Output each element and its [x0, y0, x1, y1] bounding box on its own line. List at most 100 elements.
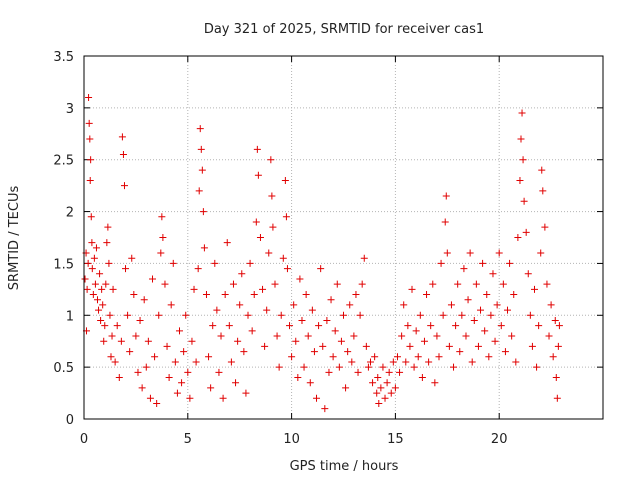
data-point: [499, 280, 507, 288]
data-point: [337, 337, 345, 345]
data-point: [88, 265, 96, 273]
data-point: [120, 182, 128, 190]
data-point: [321, 405, 329, 413]
data-point: [402, 358, 410, 366]
data-point: [132, 332, 140, 340]
data-point: [223, 239, 231, 247]
data-point: [195, 187, 203, 195]
data-point: [504, 306, 512, 314]
data-point: [196, 125, 204, 133]
data-point: [254, 171, 262, 179]
data-point: [209, 322, 217, 330]
data-point: [205, 353, 213, 361]
data-point: [182, 311, 190, 319]
data-point: [526, 311, 534, 319]
x-tick-labels: 0 5 10 15 20: [80, 432, 508, 447]
data-point: [387, 389, 395, 397]
data-point: [197, 145, 205, 153]
y-tick-labels: 0 0.5 1 1.5 2 2.5 3 3.5: [53, 50, 74, 428]
data-point: [236, 301, 244, 309]
data-point: [493, 301, 501, 309]
data-point: [377, 384, 385, 392]
data-point: [520, 197, 528, 205]
chart-title: Day 321 of 2025, SRMTID for receiver cas…: [204, 22, 484, 37]
data-point: [310, 348, 318, 356]
data-point: [190, 285, 198, 293]
data-point: [234, 337, 242, 345]
data-point: [165, 374, 173, 382]
data-point: [256, 234, 264, 241]
data-point: [268, 192, 276, 200]
data-point: [479, 259, 487, 267]
data-point: [431, 379, 439, 387]
data-point: [282, 213, 290, 221]
data-point: [464, 296, 472, 304]
data-point: [283, 265, 291, 273]
data-point: [267, 156, 275, 164]
data-point: [474, 342, 482, 350]
data-point: [524, 270, 532, 278]
data-points: [81, 93, 563, 413]
data-point: [489, 270, 497, 278]
data-point: [198, 166, 206, 174]
data-point: [551, 316, 559, 324]
data-point: [259, 285, 267, 293]
data-point: [497, 322, 505, 330]
data-point: [100, 337, 108, 345]
data-point: [269, 223, 277, 231]
data-point: [518, 109, 526, 117]
data-point: [102, 280, 110, 288]
data-point: [211, 259, 219, 267]
data-point: [510, 291, 518, 299]
data-point: [107, 353, 115, 361]
data-point: [462, 332, 470, 340]
data-point: [88, 239, 96, 247]
data-point: [410, 363, 418, 371]
data-point: [106, 311, 114, 319]
y-tick-label: 0: [66, 413, 74, 428]
data-point: [103, 239, 111, 247]
data-point: [138, 384, 146, 392]
data-point: [333, 280, 341, 288]
data-point: [429, 280, 437, 288]
data-point: [456, 348, 464, 356]
data-point: [229, 280, 237, 288]
data-point: [213, 306, 221, 314]
data-point: [89, 291, 97, 299]
data-point: [104, 223, 112, 231]
data-point: [398, 332, 406, 340]
data-point: [441, 218, 449, 226]
data-point: [96, 270, 104, 278]
data-point: [113, 322, 121, 330]
data-point: [416, 311, 424, 319]
data-point: [472, 280, 480, 288]
data-point: [238, 270, 246, 278]
data-point: [447, 301, 455, 309]
data-point: [286, 322, 294, 330]
x-tick-label: 15: [387, 432, 404, 447]
data-point: [425, 358, 433, 366]
data-point: [153, 399, 161, 407]
data-point: [277, 311, 285, 319]
data-point: [86, 135, 94, 143]
data-point: [373, 389, 381, 397]
data-point: [296, 275, 304, 283]
data-point: [158, 213, 166, 221]
data-point: [439, 311, 447, 319]
data-point: [450, 363, 458, 371]
data-point: [541, 223, 549, 231]
data-point: [192, 358, 200, 366]
data-point: [528, 342, 536, 350]
data-point: [379, 363, 387, 371]
data-point: [375, 399, 383, 407]
data-point: [325, 368, 333, 376]
data-point: [491, 337, 499, 345]
data-point: [105, 259, 113, 267]
data-point: [263, 306, 271, 314]
data-point: [173, 389, 181, 397]
data-point: [485, 353, 493, 361]
data-point: [433, 332, 441, 340]
data-point: [313, 394, 321, 402]
data-point: [304, 332, 312, 340]
y-tick-label: 1: [66, 309, 74, 324]
